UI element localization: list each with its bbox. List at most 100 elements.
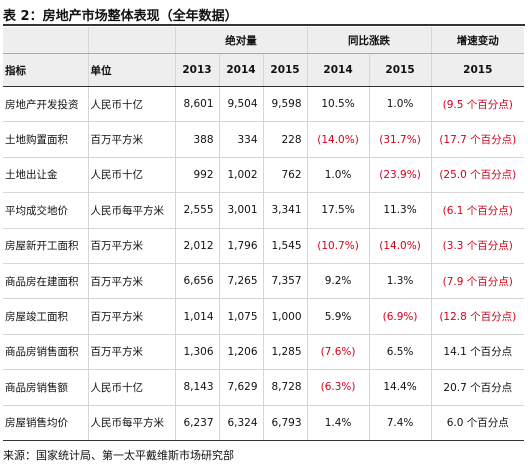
cell-value-2015: 1,285 — [262, 334, 308, 371]
cell-yoy-2014: 10.5% — [306, 86, 370, 123]
cell-unit: 人民币每平方米 — [87, 405, 175, 442]
cell-value-2013: 388 — [174, 121, 219, 158]
cell-growth-change-2015: (25.0 个百分点) — [430, 157, 525, 194]
cell-value-2014: 1,206 — [218, 334, 263, 371]
cell-value-2013: 6,237 — [174, 405, 219, 442]
cell-value-2014: 9,504 — [218, 86, 263, 123]
cell-growth-change-2015: (6.1 个百分点) — [430, 192, 525, 229]
cell-growth-change-2015: (12.8 个百分点) — [430, 298, 525, 335]
table-row: 房地产开发投资 人民币十亿 8,601 9,504 9,598 10.5% 1.0% (9.5… — [3, 86, 525, 123]
cell-indicator: 平均成交地价 — [3, 192, 88, 229]
cell-value-2014: 7,629 — [218, 369, 263, 406]
cell-value-2014: 1,002 — [218, 157, 263, 194]
table-row: 房屋新开工面积 百万平方米 2,012 1,796 1,545 (10.7%) (14.0%… — [3, 228, 525, 264]
column-header-year: 2013 — [174, 53, 219, 87]
cell-yoy-2015: 7.4% — [368, 405, 432, 442]
group-header-growth-change: 增速变动 — [430, 27, 525, 54]
cell-value-2013: 1,306 — [174, 334, 219, 371]
cell-indicator: 房屋竣工面积 — [3, 298, 88, 335]
table-body: 房地产开发投资 人民币十亿 8,601 9,504 9,598 10.5% 1.0% (9.5… — [3, 86, 525, 442]
cell-yoy-2014: 9.2% — [306, 263, 370, 300]
cell-yoy-2015: 6.5% — [368, 334, 432, 371]
cell-yoy-2014: 1.0% — [306, 157, 370, 194]
column-header-year: 2015 — [262, 53, 308, 87]
cell-value-2015: 6,793 — [262, 405, 308, 442]
cell-indicator: 商品房在建面积 — [3, 263, 88, 300]
cell-value-2013: 1,014 — [174, 298, 219, 335]
cell-growth-change-2015: (3.3 个百分点) — [430, 228, 525, 264]
title-divider — [3, 24, 525, 26]
cell-yoy-2015: (14.0%) — [368, 228, 432, 264]
column-header-year: 2014 — [306, 53, 370, 87]
cell-value-2015: 8,728 — [262, 369, 308, 406]
blank-header-cell — [87, 27, 175, 54]
cell-unit: 百万平方米 — [87, 298, 175, 335]
cell-yoy-2015: (31.7%) — [368, 121, 432, 158]
cell-unit: 百万平方米 — [87, 228, 175, 264]
group-header-absolute: 绝对量 — [174, 27, 308, 54]
cell-unit: 人民币十亿 — [87, 86, 175, 123]
column-header-unit: 单位 — [87, 53, 175, 87]
cell-yoy-2014: 1.4% — [306, 405, 370, 442]
cell-yoy-2014: (7.6%) — [306, 334, 370, 371]
cell-value-2013: 2,555 — [174, 192, 219, 229]
column-header-row: 指标 单位 2013 2014 2015 2014 2015 2015 — [3, 53, 525, 87]
cell-yoy-2015: (6.9%) — [368, 298, 432, 335]
cell-yoy-2015: 1.3% — [368, 263, 432, 300]
table-row: 土地购置面积 百万平方米 388 334 228 (14.0%) (31.7%) (17.7 … — [3, 121, 525, 158]
cell-value-2014: 7,265 — [218, 263, 263, 300]
cell-growth-change-2015: 14.1 个百分点 — [430, 334, 525, 371]
cell-unit: 人民币每平方米 — [87, 192, 175, 229]
cell-value-2015: 228 — [262, 121, 308, 158]
cell-yoy-2014: (14.0%) — [306, 121, 370, 158]
cell-value-2015: 3,341 — [262, 192, 308, 229]
table-row: 平均成交地价 人民币每平方米 2,555 3,001 3,341 17.5% 11.3% (6… — [3, 192, 525, 229]
cell-yoy-2015: 14.4% — [368, 369, 432, 406]
cell-yoy-2014: 5.9% — [306, 298, 370, 335]
cell-unit: 人民币十亿 — [87, 157, 175, 194]
cell-indicator: 土地出让金 — [3, 157, 88, 194]
cell-value-2013: 992 — [174, 157, 219, 194]
cell-yoy-2015: 1.0% — [368, 86, 432, 123]
cell-value-2013: 2,012 — [174, 228, 219, 264]
cell-growth-change-2015: (17.7 个百分点) — [430, 121, 525, 158]
cell-value-2014: 334 — [218, 121, 263, 158]
cell-growth-change-2015: 20.7 个百分点 — [430, 369, 525, 406]
column-header-indicator: 指标 — [3, 53, 88, 87]
cell-yoy-2015: (23.9%) — [368, 157, 432, 194]
column-header-year: 2015 — [430, 53, 525, 87]
cell-value-2015: 1,000 — [262, 298, 308, 335]
table-title: 表 2：房地产市场整体表现（全年数据） — [3, 9, 238, 24]
cell-value-2014: 1,075 — [218, 298, 263, 335]
table-row: 商品房在建面积 百万平方米 6,656 7,265 7,357 9.2% 1.3% (7.9 … — [3, 263, 525, 300]
cell-unit: 百万平方米 — [87, 121, 175, 158]
cell-indicator: 商品房销售额 — [3, 369, 88, 406]
cell-yoy-2014: (10.7%) — [306, 228, 370, 264]
table-row: 商品房销售面积 百万平方米 1,306 1,206 1,285 (7.6%) 6.5% 14.… — [3, 334, 525, 371]
table-row: 房屋销售均价 人民币每平方米 6,237 6,324 6,793 1.4% 7.4% 6.0 … — [3, 405, 525, 442]
cell-value-2014: 6,324 — [218, 405, 263, 442]
cell-value-2013: 8,143 — [174, 369, 219, 406]
table-row: 房屋竣工面积 百万平方米 1,014 1,075 1,000 5.9% (6.9%) (12.… — [3, 298, 525, 335]
cell-indicator: 商品房销售面积 — [3, 334, 88, 371]
cell-indicator: 房地产开发投资 — [3, 86, 88, 123]
cell-value-2013: 6,656 — [174, 263, 219, 300]
cell-value-2014: 1,796 — [218, 228, 263, 264]
cell-yoy-2014: 17.5% — [306, 192, 370, 229]
cell-value-2015: 9,598 — [262, 86, 308, 123]
blank-header-cell — [3, 27, 88, 54]
column-header-year: 2014 — [218, 53, 263, 87]
cell-growth-change-2015: (7.9 个百分点) — [430, 263, 525, 300]
cell-unit: 人民币十亿 — [87, 369, 175, 406]
cell-yoy-2015: 11.3% — [368, 192, 432, 229]
cell-indicator: 房屋新开工面积 — [3, 228, 88, 264]
cell-growth-change-2015: 6.0 个百分点 — [430, 405, 525, 442]
cell-unit: 百万平方米 — [87, 334, 175, 371]
cell-value-2015: 7,357 — [262, 263, 308, 300]
cell-yoy-2014: (6.3%) — [306, 369, 370, 406]
cell-value-2013: 8,601 — [174, 86, 219, 123]
group-header-yoy: 同比涨跌 — [306, 27, 432, 54]
cell-indicator: 房屋销售均价 — [3, 405, 88, 442]
cell-growth-change-2015: (9.5 个百分点) — [430, 86, 525, 123]
cell-unit: 百万平方米 — [87, 263, 175, 300]
